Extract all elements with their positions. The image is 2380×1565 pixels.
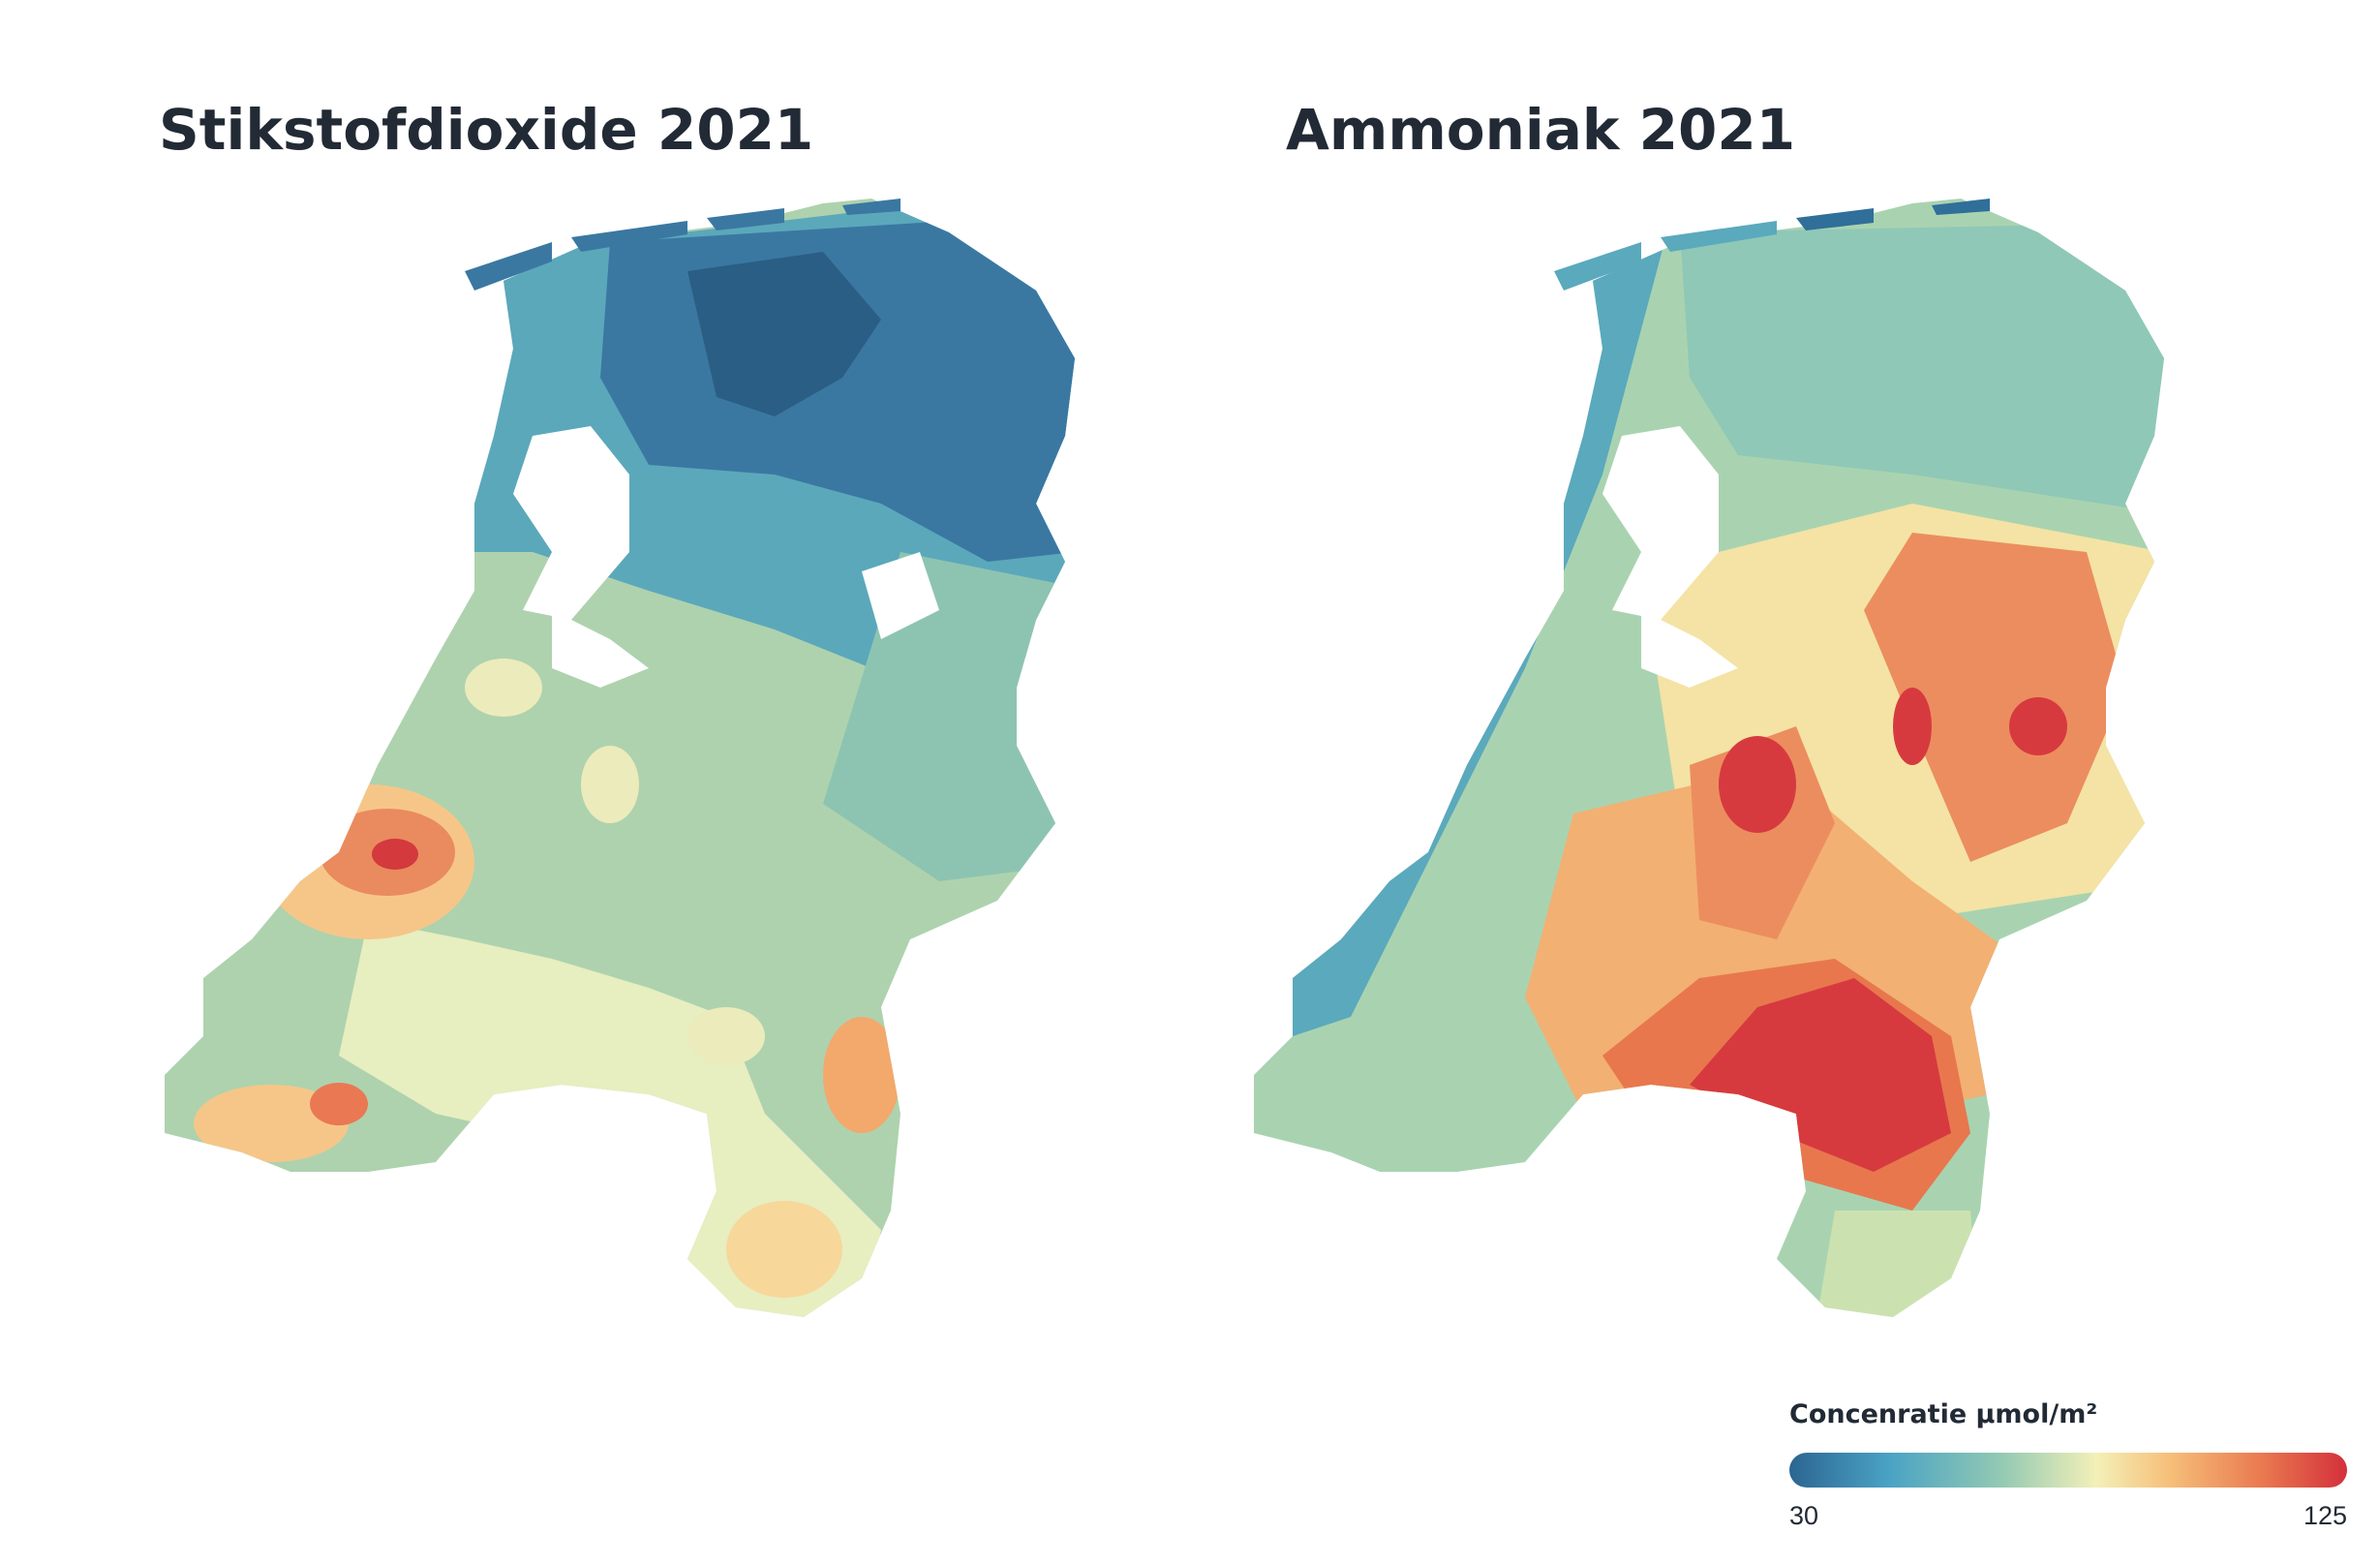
legend-min-label: 30 bbox=[1789, 1501, 1819, 1530]
map-title-no2: Stikstofdioxide 2021 bbox=[159, 97, 814, 163]
color-legend: Concenratie µmol/m² 30 125 bbox=[1789, 1399, 2347, 1531]
legend-title: Concenratie µmol/m² bbox=[1789, 1399, 2098, 1429]
legend-ticks: 30 125 bbox=[1789, 1501, 2347, 1531]
legend-color-bar bbox=[1789, 1453, 2347, 1488]
legend-max-label: 125 bbox=[2303, 1501, 2347, 1530]
map-title-nh3: Ammoniak 2021 bbox=[1286, 97, 1796, 163]
no2-map bbox=[165, 199, 1075, 1317]
nh3-map bbox=[1254, 199, 2164, 1317]
